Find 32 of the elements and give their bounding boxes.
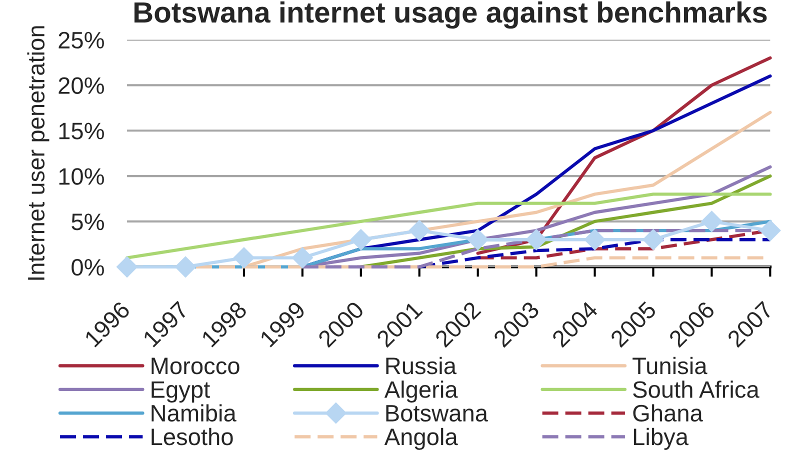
point — [467, 229, 488, 250]
legend-label: South Africa — [633, 380, 760, 398]
point — [116, 256, 138, 278]
y-tick-label: 20% — [58, 77, 104, 94]
legend-label: Namibia — [152, 404, 236, 422]
legend-label: Ghana — [633, 404, 703, 422]
y-tick-label: 15% — [59, 122, 104, 140]
point — [408, 220, 430, 242]
legend-label: Algeria — [384, 380, 458, 403]
chart-title: Botswana internet usage against benchmarks — [134, 1, 767, 29]
legend-label: Angola — [384, 428, 458, 450]
legend-label: Botswana — [386, 405, 488, 422]
legend-label: Libya — [634, 428, 688, 450]
point — [526, 229, 547, 250]
point — [292, 247, 313, 268]
legend-label: Tunisia — [632, 356, 708, 374]
legend-label: Russia — [386, 356, 456, 374]
point — [642, 229, 664, 250]
point — [174, 256, 196, 278]
legend-label: Lesotho — [152, 428, 233, 446]
legend-label: Egypt — [152, 381, 210, 403]
y-tick-label: 0% — [72, 258, 104, 276]
y-tick-label: 5% — [72, 214, 104, 230]
point — [233, 247, 254, 268]
y-axis-title: Internet user penetration — [27, 26, 50, 280]
point — [701, 210, 722, 232]
point — [350, 229, 372, 250]
point — [760, 220, 781, 242]
point — [584, 229, 606, 250]
legend-label: Morocco — [152, 358, 240, 374]
y-tick-label: 25% — [58, 32, 104, 49]
y-tick-label: 10% — [59, 168, 104, 185]
